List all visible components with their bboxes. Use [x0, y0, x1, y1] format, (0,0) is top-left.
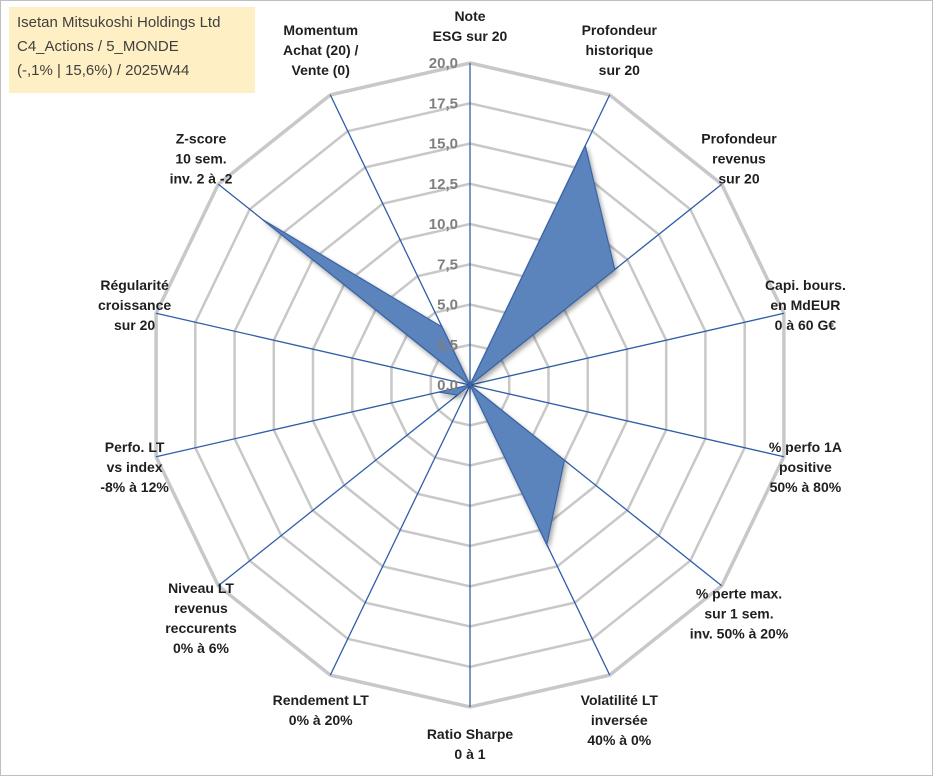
axis-spoke: [469, 384, 785, 458]
tick-label: 7,5: [437, 256, 458, 273]
axis-label: Momentum Achat (20) / Vente (0): [283, 22, 359, 78]
tick-label: 12,5: [429, 176, 458, 193]
radar-axis-labels: Note ESG sur 20 Profondeur historique sur 20…: [98, 8, 846, 762]
category-line: C4_Actions / 5_MONDE: [17, 38, 179, 55]
tick-label: 0,0: [437, 377, 458, 394]
axis-label: Perfo. LT vs index -8% à 12%: [100, 439, 169, 495]
tick-label: 5,0: [437, 297, 458, 314]
axis-label: Profondeur historique sur 20: [582, 22, 658, 78]
axis-label: Rendement LT 0% à 20%: [273, 692, 370, 728]
axis-label: Niveau LT revenus reccurents 0% à 6%: [165, 580, 237, 656]
axis-label: Profondeur revenus sur 20: [701, 130, 777, 186]
series-area: [261, 143, 616, 547]
axis-label: Ratio Sharpe 0 à 1: [427, 726, 514, 762]
axis-label: Volatilité LT inversée 40% à 0%: [581, 692, 659, 748]
tick-label: 20,0: [429, 55, 458, 72]
radar-series: [261, 143, 616, 547]
tick-label: 2,5: [437, 337, 458, 354]
info-box: Isetan Mitsukoshi Holdings Ltd C4_Action…: [9, 7, 255, 93]
tick-label: 17,5: [429, 95, 458, 112]
axis-label: Z-score 10 sem. inv. 2 à -2: [170, 130, 233, 186]
axis-label: Capi. bours. en MdEUR 0 à 60 G€: [765, 277, 846, 333]
axis-label: % perfo 1A positive 50% à 80%: [769, 439, 842, 495]
axis-spoke: [217, 384, 471, 587]
axis-spoke: [155, 384, 471, 458]
axis-spoke: [155, 312, 471, 386]
company-name: Isetan Mitsukoshi Holdings Ltd: [17, 14, 221, 31]
period-line: (-,1% | 15,6%) / 2025W44: [17, 62, 190, 79]
axis-label: Régularité croissance sur 20: [98, 277, 171, 333]
tick-label: 15,0: [429, 136, 458, 153]
axis-spoke: [329, 384, 471, 676]
radar-tick-labels: 0,0 2,5 5,0 7,5 10,0 12,5 15,0 17,5 20,0: [429, 55, 458, 394]
axis-label: Note ESG sur 20: [433, 8, 508, 44]
axis-spoke: [469, 312, 785, 386]
tick-label: 10,0: [429, 216, 458, 233]
axis-label: % perte max. sur 1 sem. inv. 50% à 20%: [690, 586, 789, 642]
